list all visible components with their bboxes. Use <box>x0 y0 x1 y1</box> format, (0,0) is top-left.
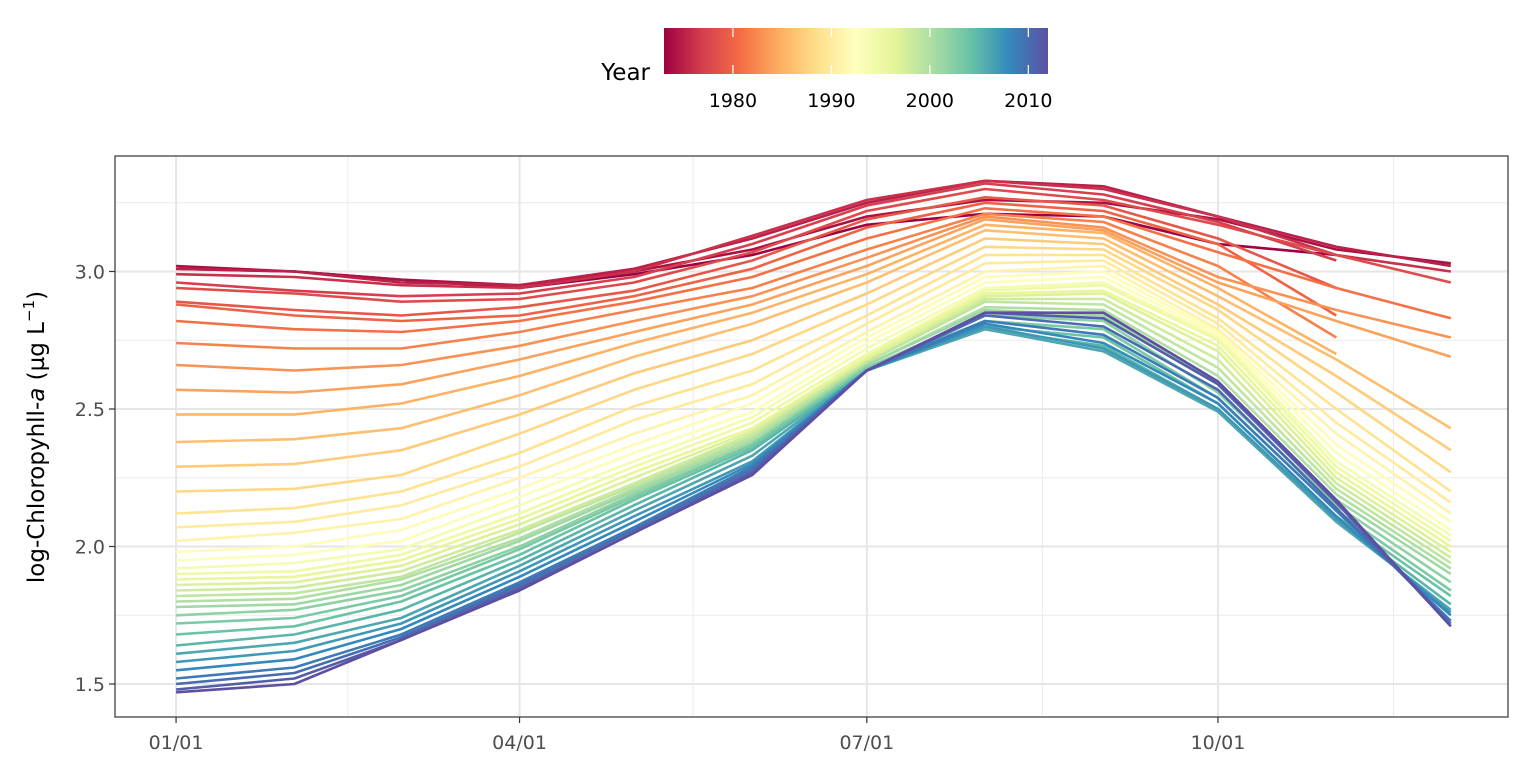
series-line-1988 <box>176 245 1452 493</box>
series-line-1995 <box>176 283 1452 576</box>
series-line-1989 <box>176 253 1452 515</box>
series-line-1992 <box>176 270 1452 554</box>
series-line-1987 <box>176 237 1452 468</box>
series-line-1977 <box>176 182 1337 298</box>
y-axis: 1.5 2.0 2.5 3.0 <box>75 262 115 696</box>
legend-colorbar <box>664 28 1048 74</box>
series-line-1991 <box>176 264 1452 543</box>
legend-title: Year <box>600 60 650 86</box>
panel-border <box>114 155 1509 718</box>
y-tick-label: 2.0 <box>75 537 105 559</box>
series-line-1990 <box>176 259 1452 529</box>
series-line-1984 <box>176 218 1452 394</box>
x-tick-label: 07/01 <box>839 732 894 754</box>
y-axis-title-close: ) <box>24 291 50 300</box>
series-line-1976 <box>176 179 1451 290</box>
series-line-1986 <box>176 229 1452 444</box>
series-line-1979 <box>176 196 1337 317</box>
y-axis-title: log-Chloropyhll-a (µg L−1) <box>20 291 50 583</box>
series-line-1980 <box>175 201 1337 323</box>
series-line-1997 <box>176 292 1452 587</box>
series-line-1985 <box>176 223 1337 416</box>
x-tick-label: 10/01 <box>1191 732 1246 754</box>
series-line-1996 <box>176 289 1452 581</box>
y-axis-title-unit: (µg L <box>24 322 50 388</box>
plot-panel <box>114 155 1509 718</box>
series-line-1978 <box>176 187 1452 303</box>
y-tick-label: 1.5 <box>75 674 105 696</box>
series-line-1999 <box>176 300 1452 598</box>
x-tick-label: 01/01 <box>149 732 204 754</box>
x-tick-label: 04/01 <box>492 732 547 754</box>
color-legend: Year 1980 1990 2000 2010 <box>600 28 1052 112</box>
legend-tick-label: 1990 <box>807 90 855 112</box>
legend-tick-label: 2000 <box>906 90 954 112</box>
legend-tick-label: 1980 <box>709 90 757 112</box>
y-tick-label: 2.5 <box>75 399 105 421</box>
series-lines <box>175 179 1452 694</box>
y-axis-title-sup: −1 <box>20 300 38 322</box>
x-axis: 01/01 04/01 07/01 10/01 <box>149 717 1246 754</box>
legend-tick-label: 2010 <box>1004 90 1052 112</box>
series-line-2012 <box>176 311 1452 694</box>
y-tick-label: 3.0 <box>75 262 105 284</box>
series-line-1993 <box>176 275 1452 562</box>
legend-ticks: 1980 1990 2000 2010 <box>709 28 1052 112</box>
y-axis-title-main: log-Chloropyhll- <box>24 402 50 583</box>
series-line-1994 <box>176 281 1452 570</box>
series-line-1982 <box>176 212 1337 350</box>
series-line-1983 <box>176 215 1452 372</box>
series-line-1981 <box>176 207 1452 334</box>
series-line-2006 <box>175 327 1452 656</box>
y-axis-title-italic: a <box>24 388 50 402</box>
